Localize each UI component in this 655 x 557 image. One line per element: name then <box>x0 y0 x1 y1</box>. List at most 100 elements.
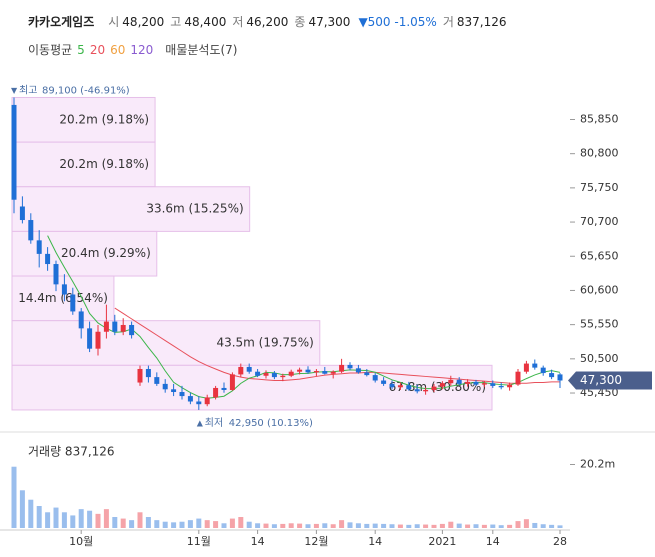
candle-body <box>87 328 93 349</box>
volume-profile-bar <box>11 186 251 232</box>
candle-body <box>271 373 277 378</box>
volume-bar <box>129 520 135 528</box>
high-label: 최고 <box>19 84 37 96</box>
candle-body <box>549 373 555 378</box>
volume-bar <box>61 512 67 528</box>
volume-bar <box>145 517 151 528</box>
volume-bar <box>498 525 504 528</box>
ma-legend: 이동평균 5 20 60 120 매물분석도(7) <box>28 41 237 58</box>
candle-body <box>171 389 177 393</box>
candle-body <box>397 385 403 388</box>
volume-bar <box>322 523 328 528</box>
candle-body <box>70 294 76 312</box>
volume-bar <box>103 509 109 528</box>
candle-body <box>473 381 479 385</box>
candle-body <box>364 372 370 376</box>
volume-profile-label: 20.2m (9.18%) <box>59 112 149 126</box>
legend-item: 120 <box>130 43 154 57</box>
volume-bar <box>154 520 160 528</box>
header: 카카오게임즈 시 48,200 고 48,400 저 46,200 종 47,300 ▼500 -… <box>28 13 507 30</box>
x-tick-label: 2021 <box>428 535 456 548</box>
candle-body <box>523 363 529 372</box>
volume-profile-label: 67.8m (30.80%) <box>389 380 486 394</box>
y-tick-label: 55,550 <box>580 318 619 331</box>
volume-bar <box>465 524 471 528</box>
volume-bar <box>414 524 420 528</box>
volume-bar <box>473 524 479 528</box>
volume-bar <box>171 522 177 528</box>
candle-body <box>322 371 328 374</box>
volume-bar <box>515 521 521 528</box>
candle-body <box>406 385 412 390</box>
candle-body <box>423 389 429 392</box>
candle-body <box>381 380 387 384</box>
stock-name: 카카오게임즈 <box>28 15 95 29</box>
candle-body <box>288 371 294 376</box>
volume-profile-label: 43.5m (19.75%) <box>216 335 313 349</box>
candle-body <box>280 375 286 378</box>
volume-bar <box>406 524 412 528</box>
y-tick-label: 50,500 <box>580 352 619 365</box>
price-tag-label: 47,300 <box>580 373 622 387</box>
y-tick-label: 80,800 <box>580 147 619 160</box>
candle-body <box>120 324 126 332</box>
candle-body <box>103 321 109 332</box>
volume-profile-bar <box>11 320 321 366</box>
volume-bar <box>423 524 429 528</box>
volume-bar <box>229 518 235 528</box>
y-tick-label: 65,650 <box>580 249 619 262</box>
candle-body <box>439 383 445 387</box>
volume-bar <box>297 523 303 528</box>
volume-bar <box>263 523 269 528</box>
volume-bar <box>481 524 487 528</box>
candle-body <box>196 401 202 405</box>
quote-label: 저 <box>232 15 244 29</box>
low-marker: ▲ <box>197 418 204 427</box>
candle-body <box>179 392 185 397</box>
candle-body <box>53 264 59 285</box>
volume-bar <box>187 520 193 528</box>
legend-item: 60 <box>110 43 126 57</box>
ma-line <box>114 307 560 384</box>
volume-bar <box>540 524 546 528</box>
volume-bar <box>507 524 513 528</box>
candle-body <box>313 371 319 373</box>
volume-profile-bar <box>11 230 158 277</box>
volume-bar <box>532 522 538 528</box>
volume-profile-label: 14.4m (6.54%) <box>18 291 108 305</box>
candle-body <box>204 397 210 405</box>
x-tick-label: 28 <box>553 535 567 548</box>
candle-body <box>129 324 135 336</box>
candle-body <box>532 363 538 368</box>
volume-bar <box>87 510 93 528</box>
candle-body <box>137 368 143 383</box>
quote-label: 시 <box>108 15 120 29</box>
quote-label: 고 <box>170 15 182 29</box>
volume-bar <box>179 521 185 528</box>
volume-profile-bar <box>11 275 115 322</box>
volume-bar <box>95 513 101 528</box>
volume-bar <box>557 525 563 528</box>
high-value: 89,100 (-46.91%) <box>42 85 130 96</box>
volume-bar <box>431 524 437 528</box>
volume-bar <box>389 524 395 528</box>
quote-value: 837,126 <box>456 15 507 29</box>
volume-bar <box>288 523 294 528</box>
volume-title: 거래량 837,126 <box>28 445 115 459</box>
volume-profile-label: 20.4m (9.29%) <box>61 246 151 260</box>
low-label: 최저 <box>205 417 223 429</box>
candle-body <box>229 374 235 390</box>
volume-bar <box>313 523 319 528</box>
quote-value: ▼500 -1.05% <box>358 15 437 29</box>
x-tick-label: 14 <box>368 535 382 548</box>
legend-extra: 매물분석도(7) <box>165 43 238 57</box>
volume-bar <box>112 517 118 528</box>
legend-item: 5 <box>77 43 85 57</box>
candle-body <box>507 384 513 388</box>
candle-body <box>221 387 227 390</box>
candle-body <box>255 371 261 376</box>
y-tick-label: 75,750 <box>580 181 619 194</box>
volume-bar <box>372 523 378 528</box>
